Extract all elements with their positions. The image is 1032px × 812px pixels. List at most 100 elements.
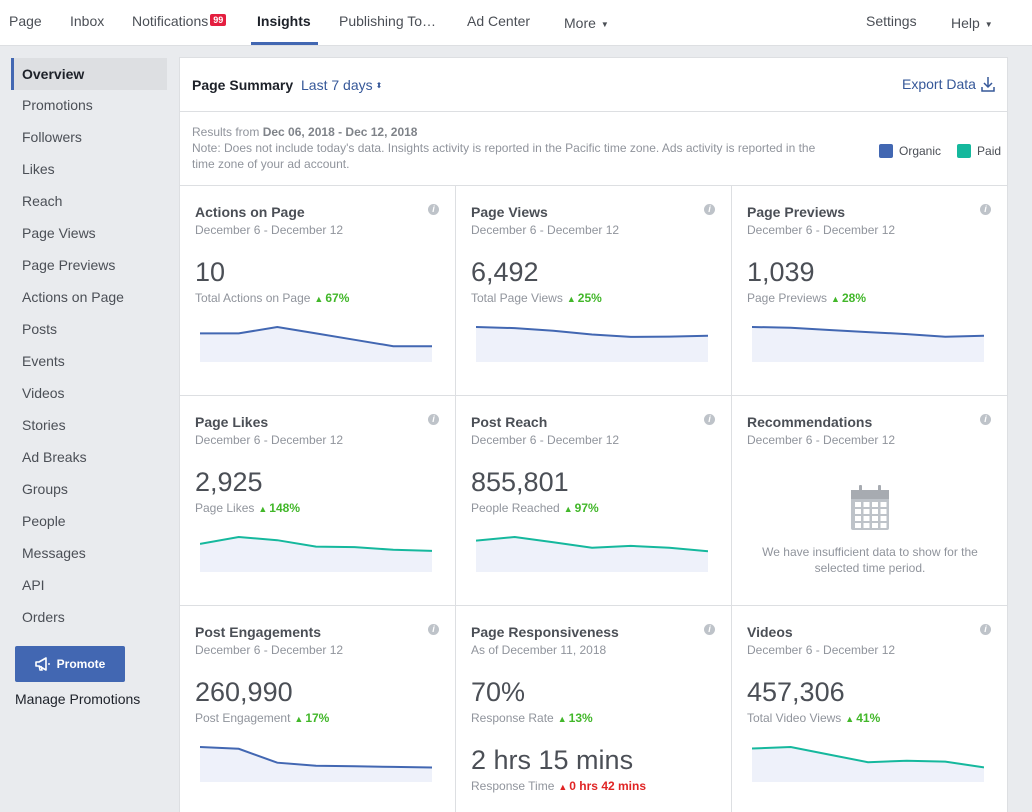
nav-ad-center[interactable]: Ad Center [467, 13, 531, 29]
metric-label: Total Video Views [747, 711, 842, 725]
nav-insights[interactable]: Insights [257, 13, 311, 29]
info-icon[interactable]: i [980, 204, 991, 215]
sidebar-item-stories[interactable]: Stories [22, 417, 66, 433]
metric-label: People Reached [471, 501, 560, 515]
change-value: 97% [574, 501, 599, 515]
change-up: ▲ 97% [560, 501, 599, 515]
info-icon[interactable]: i [428, 624, 439, 635]
sidebar-item-videos[interactable]: Videos [22, 385, 65, 401]
change-value: 17% [305, 711, 330, 725]
sidebar-item-followers[interactable]: Followers [22, 129, 82, 145]
megaphone-icon [34, 657, 50, 671]
card-value: 2,925 [195, 467, 263, 497]
nav-settings[interactable]: Settings [866, 13, 917, 29]
card-date-range: December 6 - December 12 [195, 433, 344, 447]
sidebar-item-ad-breaks[interactable]: Ad Breaks [22, 449, 87, 465]
insight-card-page-likes: Page Likes December 6 - December 12 i 2,925… [180, 395, 456, 605]
trend-sparkline [200, 325, 432, 362]
metric-label: Response Time [471, 779, 555, 793]
change-down: ▲ 0 hrs 42 mins [554, 779, 646, 793]
page-summary-title: Page Summary [192, 77, 294, 93]
sidebar-item-api[interactable]: API [22, 577, 45, 593]
sidebar-item-posts[interactable]: Posts [22, 321, 58, 337]
export-data-label: Export Data [902, 76, 976, 92]
trend-sparkline [476, 535, 708, 572]
sidebar-item-label: Overview [22, 66, 85, 82]
nav-page[interactable]: Page [9, 13, 42, 29]
nav-inbox[interactable]: Inbox [70, 13, 105, 29]
sparkline-line [200, 325, 432, 348]
card-date-range: As of December 11, 2018 [471, 643, 607, 657]
sidebar-item-orders[interactable]: Orders [22, 609, 65, 625]
sparkline-line [200, 746, 432, 769]
date-range-selector[interactable]: Last 7 days ⬍ [301, 77, 382, 93]
card-value: 1,039 [747, 257, 815, 287]
card-date-range: December 6 - December 12 [471, 433, 620, 447]
sort-icon: ⬍ [375, 81, 383, 90]
sidebar-item-people[interactable]: People [22, 513, 66, 529]
sidebar-item-reach[interactable]: Reach [22, 193, 63, 209]
sidebar-item-page-previews[interactable]: Page Previews [22, 257, 116, 273]
card-metric-label: Total Video Views ▲ 41% [747, 711, 880, 725]
date-range-label: Last 7 days [301, 77, 373, 93]
change-value: 148% [269, 501, 300, 515]
metric-label: Total Actions on Page [195, 291, 311, 305]
results-note: Note: Does not include today's data. Ins… [192, 141, 816, 171]
card-value: 70% [471, 677, 526, 707]
info-icon[interactable]: i [428, 414, 439, 425]
metric-label: Response Rate [471, 711, 554, 725]
card-title: Post Engagements [195, 624, 322, 640]
trend-sparkline [752, 326, 984, 362]
nav-publishing-tools[interactable]: Publishing To… [339, 13, 437, 29]
sidebar-item-events[interactable]: Events [22, 353, 65, 369]
manage-promotions-link[interactable]: Manage Promotions [15, 691, 141, 707]
promote-label: Promote [56, 657, 106, 671]
card-date-range: December 6 - December 12 [195, 643, 344, 657]
card-value: 6,492 [471, 257, 539, 287]
card-title: Page Views [471, 204, 548, 220]
info-icon[interactable]: i [704, 204, 715, 215]
export-data-button[interactable]: Export Data [902, 76, 995, 92]
sparkline-line [752, 326, 984, 338]
info-icon[interactable]: i [980, 624, 991, 635]
change-up: ▲ 25% [563, 291, 602, 305]
sidebar-item-messages[interactable]: Messages [22, 545, 86, 561]
card-value: 457,306 [747, 677, 845, 707]
chart-legend: Organic Paid [879, 144, 1001, 158]
sidebar-item-page-views[interactable]: Page Views [22, 225, 96, 241]
sparkline-area [476, 327, 708, 362]
card-metric-label: Total Actions on Page ▲ 67% [195, 291, 349, 305]
triangle-up-icon: ▲ [294, 714, 304, 724]
download-icon [981, 77, 995, 92]
card-metric-label: Page Previews ▲ 28% [747, 291, 866, 305]
change-up: ▲ 28% [827, 291, 866, 305]
card-date-range: December 6 - December 12 [195, 223, 344, 237]
card-metric-label: People Reached ▲ 97% [471, 501, 599, 515]
card-value: 10 [195, 257, 226, 287]
promote-button[interactable]: Promote [15, 646, 125, 682]
info-icon[interactable]: i [428, 204, 439, 215]
nav-more[interactable]: More ▼ [564, 15, 609, 31]
triangle-up-icon: ▲ [845, 714, 855, 724]
info-icon[interactable]: i [980, 414, 991, 425]
nav-help[interactable]: Help ▼ [951, 15, 993, 31]
change-value: 67% [325, 291, 350, 305]
card-date-range: December 6 - December 12 [747, 643, 896, 657]
results-prefix: Results from [192, 125, 263, 139]
change-up: ▲ 67% [310, 291, 349, 305]
change-value: 0 hrs 42 mins [569, 779, 647, 793]
card-date-range: December 6 - December 12 [471, 223, 620, 237]
sidebar-item-overview[interactable]: Overview [11, 58, 167, 90]
sidebar-item-promotions[interactable]: Promotions [22, 97, 93, 113]
organic-swatch [879, 144, 893, 158]
sidebar-item-actions-on-page[interactable]: Actions on Page [22, 289, 124, 305]
info-icon[interactable]: i [704, 414, 715, 425]
card-metric-label: Total Page Views ▲ 25% [471, 291, 602, 305]
insight-card-videos: Videos December 6 - December 12 i 457,306 To… [732, 605, 1007, 812]
sidebar-item-groups[interactable]: Groups [22, 481, 68, 497]
info-icon[interactable]: i [704, 624, 715, 635]
nav-notifications[interactable]: Notifications 99 [132, 13, 227, 29]
sidebar-item-likes[interactable]: Likes [22, 161, 55, 177]
card-title: Actions on Page [195, 204, 305, 220]
card-date-range: December 6 - December 12 [747, 433, 896, 447]
